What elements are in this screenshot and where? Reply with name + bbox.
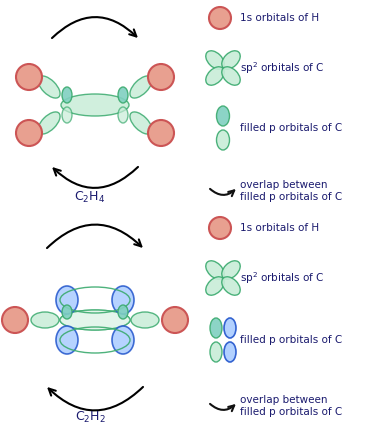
Ellipse shape [31, 312, 59, 328]
Circle shape [2, 307, 28, 333]
Ellipse shape [60, 310, 130, 330]
Ellipse shape [224, 318, 236, 338]
Circle shape [209, 7, 231, 29]
Ellipse shape [62, 87, 72, 103]
Text: overlap between
filled p orbitals of C: overlap between filled p orbitals of C [240, 395, 342, 417]
Ellipse shape [206, 67, 224, 85]
Ellipse shape [112, 326, 134, 354]
Text: C$_2$H$_2$: C$_2$H$_2$ [74, 410, 105, 425]
Ellipse shape [61, 94, 129, 116]
Ellipse shape [131, 312, 159, 328]
Ellipse shape [217, 130, 229, 150]
Ellipse shape [210, 318, 222, 338]
Ellipse shape [206, 277, 224, 295]
Ellipse shape [210, 342, 222, 362]
Circle shape [162, 307, 188, 333]
Ellipse shape [62, 107, 72, 123]
Text: overlap between
filled p orbitals of C: overlap between filled p orbitals of C [240, 180, 342, 201]
Ellipse shape [222, 67, 240, 85]
Ellipse shape [38, 112, 60, 134]
Text: C$_2$H$_4$: C$_2$H$_4$ [74, 190, 105, 205]
Circle shape [16, 64, 42, 90]
Text: 1s orbitals of H: 1s orbitals of H [240, 13, 319, 23]
Ellipse shape [206, 261, 224, 279]
Ellipse shape [56, 326, 78, 354]
Ellipse shape [60, 310, 130, 330]
Text: 1s orbitals of H: 1s orbitals of H [240, 223, 319, 233]
Ellipse shape [118, 305, 128, 319]
Ellipse shape [130, 76, 152, 98]
Ellipse shape [130, 112, 152, 134]
Circle shape [209, 217, 231, 239]
Ellipse shape [217, 106, 229, 126]
Circle shape [16, 120, 42, 146]
Circle shape [148, 120, 174, 146]
Text: sp$^2$ orbitals of C: sp$^2$ orbitals of C [240, 60, 324, 76]
Text: sp$^2$ orbitals of C: sp$^2$ orbitals of C [240, 270, 324, 286]
Ellipse shape [118, 107, 128, 123]
Ellipse shape [62, 305, 72, 319]
Ellipse shape [222, 51, 240, 69]
Ellipse shape [118, 87, 128, 103]
Ellipse shape [222, 261, 240, 279]
Ellipse shape [38, 76, 60, 98]
Ellipse shape [206, 51, 224, 69]
Circle shape [148, 64, 174, 90]
Text: filled p orbitals of C: filled p orbitals of C [240, 123, 342, 133]
Text: filled p orbitals of C: filled p orbitals of C [240, 335, 342, 345]
Ellipse shape [112, 286, 134, 314]
Ellipse shape [56, 286, 78, 314]
Ellipse shape [224, 342, 236, 362]
Ellipse shape [222, 277, 240, 295]
